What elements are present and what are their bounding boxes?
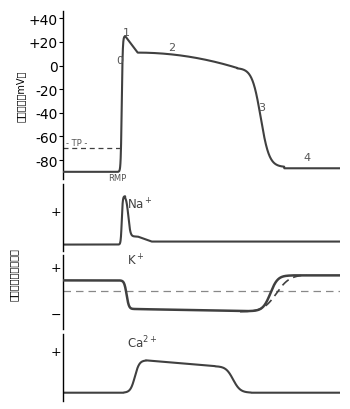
Text: Na$^+$: Na$^+$ xyxy=(127,197,152,212)
Text: RMP: RMP xyxy=(108,174,126,183)
Text: 2: 2 xyxy=(168,43,175,53)
Text: 0: 0 xyxy=(116,56,123,66)
Text: 4: 4 xyxy=(303,153,311,163)
Text: 1: 1 xyxy=(122,28,130,38)
Text: Ca$^{2+}$: Ca$^{2+}$ xyxy=(127,334,157,351)
Text: K$^+$: K$^+$ xyxy=(127,253,144,268)
Text: 3: 3 xyxy=(258,103,265,113)
Text: - TP -: - TP - xyxy=(66,138,87,147)
Text: 通透性或电导的变化: 通透性或电导的变化 xyxy=(9,248,19,300)
Y-axis label: 跨膜电位（mV）: 跨膜电位（mV） xyxy=(15,70,26,121)
